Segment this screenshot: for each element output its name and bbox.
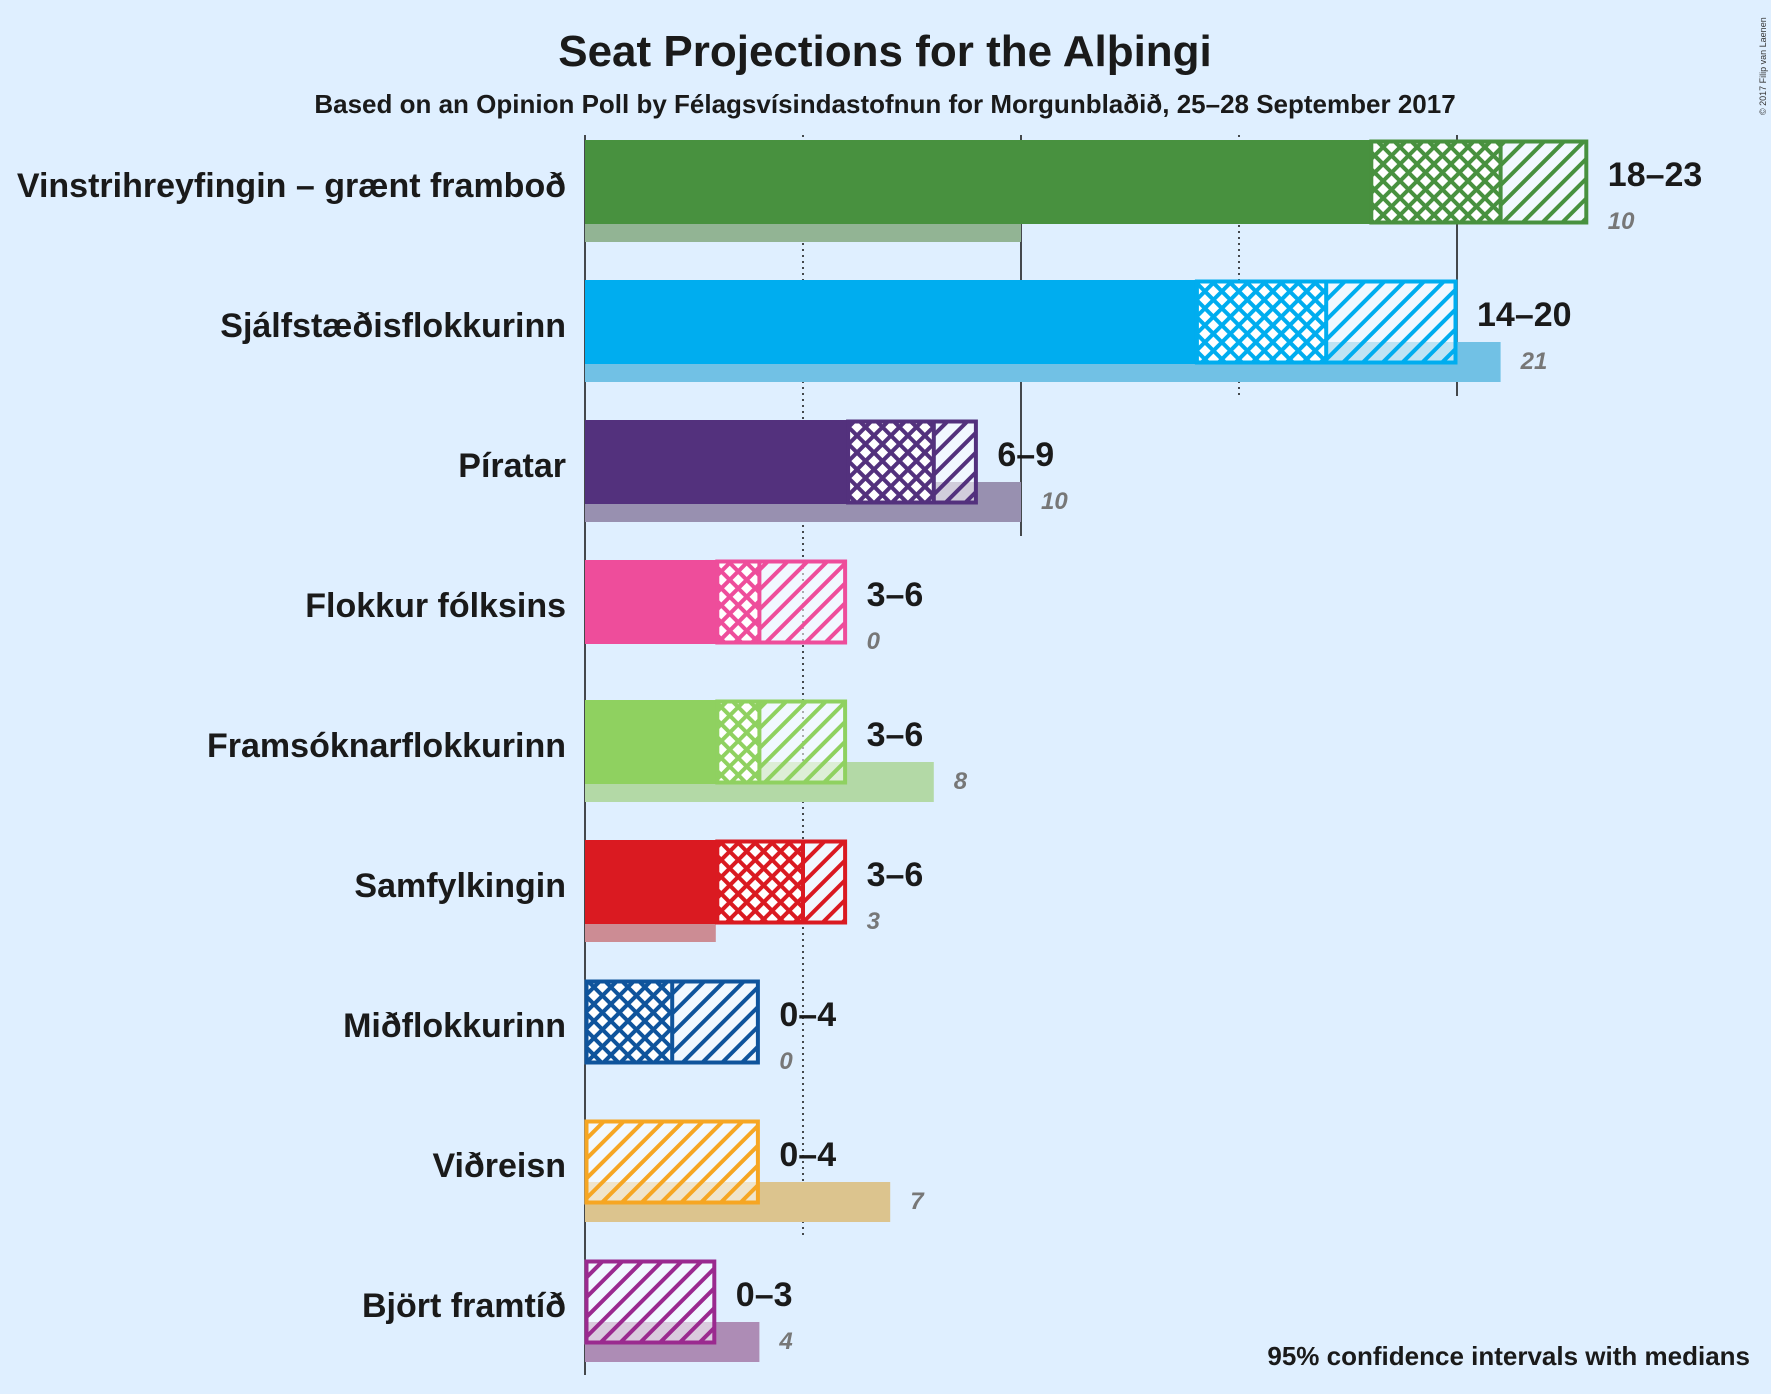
previous-result-label: 3 bbox=[867, 908, 881, 935]
bar-ci-lower-segment bbox=[585, 980, 673, 1064]
range-label: 0–3 bbox=[736, 1276, 793, 1314]
previous-result-label: 10 bbox=[1041, 488, 1068, 515]
bar-ci-outline bbox=[584, 1259, 717, 1345]
bar-ci-lower-segment bbox=[715, 840, 803, 924]
bars-group: Vinstrihreyfingin – grænt framboð 18–23 10… bbox=[17, 139, 1703, 1362]
party-row: Flokkur fólksins 3–6 0 bbox=[305, 559, 924, 655]
party-label: Miðflokkurinn bbox=[343, 1007, 566, 1045]
bar-ci-outline bbox=[715, 839, 848, 925]
bar-solid-segment bbox=[585, 420, 847, 504]
range-label: 14–20 bbox=[1477, 296, 1572, 334]
chart-title: Seat Projections for the Alþingi bbox=[558, 27, 1212, 76]
range-label: 6–9 bbox=[997, 436, 1054, 474]
range-label: 0–4 bbox=[779, 1136, 836, 1174]
previous-result-label: 21 bbox=[1520, 348, 1548, 375]
party-row: Viðreisn 0–4 7 bbox=[432, 1119, 925, 1222]
party-label: Flokkur fólksins bbox=[305, 587, 566, 625]
bar-solid-segment bbox=[585, 140, 1370, 224]
party-label: Samfylkingin bbox=[354, 867, 566, 905]
bar-solid-segment bbox=[585, 840, 716, 924]
party-label: Framsóknarflokkurinn bbox=[207, 727, 566, 765]
party-row: Framsóknarflokkurinn 3–6 8 bbox=[207, 699, 968, 802]
bar-ci-upper-segment bbox=[1326, 280, 1457, 364]
bar-ci-upper-segment bbox=[672, 980, 760, 1064]
bar-ci-lower-segment bbox=[715, 700, 760, 784]
bar-ci-outline bbox=[846, 419, 978, 505]
party-row: Píratar 6–9 10 bbox=[458, 419, 1068, 522]
bar-ci-upper-segment bbox=[803, 840, 847, 924]
bar-ci-upper-segment bbox=[1500, 140, 1588, 224]
range-label: 0–4 bbox=[779, 996, 836, 1034]
bar-ci-lower-segment bbox=[1195, 280, 1327, 364]
previous-result-label: 10 bbox=[1608, 208, 1635, 235]
party-label: Sjálfstæðisflokkurinn bbox=[220, 307, 566, 345]
party-row: Björt framtíð 0–3 4 bbox=[362, 1259, 793, 1362]
bar-solid-segment bbox=[585, 280, 1196, 364]
party-row: Samfylkingin 3–6 3 bbox=[354, 839, 924, 942]
bar-ci-lower-segment bbox=[1369, 140, 1501, 224]
bar-ci-lower-segment bbox=[846, 420, 934, 504]
party-row: Vinstrihreyfingin – grænt framboð 18–23 10 bbox=[17, 139, 1703, 242]
range-label: 3–6 bbox=[867, 576, 924, 614]
bar-ci-outline bbox=[584, 1119, 760, 1205]
bar-ci-lower-segment bbox=[715, 560, 760, 644]
bar-ci-upper-segment bbox=[585, 1120, 760, 1204]
footnote: 95% confidence intervals with medians bbox=[1267, 1341, 1750, 1371]
range-label: 3–6 bbox=[867, 716, 924, 754]
previous-result-label: 0 bbox=[779, 1048, 793, 1075]
bar-solid-segment bbox=[585, 700, 716, 784]
bar-ci-outline bbox=[715, 559, 848, 645]
bar-ci-outline bbox=[715, 699, 848, 785]
party-label: Björt framtíð bbox=[362, 1287, 566, 1325]
party-label: Viðreisn bbox=[432, 1147, 566, 1185]
previous-result-label: 8 bbox=[954, 768, 968, 795]
party-row: Miðflokkurinn 0–4 0 bbox=[343, 979, 836, 1075]
party-row: Sjálfstæðisflokkurinn 14–20 21 bbox=[220, 279, 1572, 382]
bar-ci-upper-segment bbox=[759, 560, 847, 644]
bar-ci-upper-segment bbox=[759, 700, 847, 784]
bar-ci-outline bbox=[1369, 139, 1589, 225]
bar-ci-upper-segment bbox=[933, 420, 978, 504]
previous-result-label: 7 bbox=[910, 1188, 925, 1215]
bar-solid-segment bbox=[585, 560, 716, 644]
previous-result-label: 4 bbox=[778, 1328, 792, 1355]
previous-result-label: 0 bbox=[867, 628, 881, 655]
range-label: 18–23 bbox=[1608, 156, 1703, 194]
bar-ci-upper-segment bbox=[585, 1260, 716, 1344]
party-label: Píratar bbox=[458, 447, 566, 485]
range-label: 3–6 bbox=[867, 856, 924, 894]
party-label: Vinstrihreyfingin – grænt framboð bbox=[17, 167, 566, 205]
chart-subtitle: Based on an Opinion Poll by Félagsvísind… bbox=[314, 89, 1455, 119]
copyright-note: © 2017 Filip van Laenen bbox=[1758, 17, 1768, 115]
